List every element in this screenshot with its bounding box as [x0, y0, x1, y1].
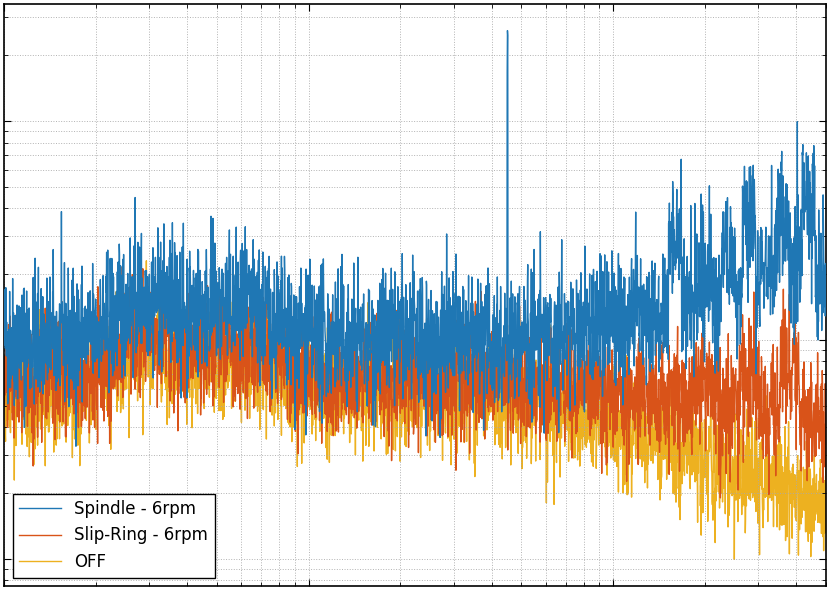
- OFF: [142, 318, 152, 325]
- Slip-Ring - 6rpm: [350, 357, 360, 364]
- Slip-Ring - 6rpm: [315, 417, 325, 424]
- OFF: [716, 440, 726, 447]
- OFF: [730, 556, 740, 563]
- OFF: [350, 402, 360, 409]
- Spindle - 6rpm: [821, 276, 830, 283]
- OFF: [315, 350, 325, 358]
- Legend: Spindle - 6rpm, Slip-Ring - 6rpm, OFF: Spindle - 6rpm, Slip-Ring - 6rpm, OFF: [12, 493, 215, 578]
- Line: Spindle - 6rpm: Spindle - 6rpm: [4, 31, 826, 446]
- Spindle - 6rpm: [93, 343, 103, 350]
- OFF: [0, 410, 9, 417]
- Spindle - 6rpm: [717, 245, 727, 252]
- Spindle - 6rpm: [0, 320, 9, 327]
- Line: OFF: OFF: [4, 261, 826, 559]
- OFF: [821, 448, 830, 455]
- Spindle - 6rpm: [315, 408, 325, 415]
- Slip-Ring - 6rpm: [717, 401, 727, 408]
- Spindle - 6rpm: [502, 27, 512, 34]
- Slip-Ring - 6rpm: [117, 263, 127, 270]
- Spindle - 6rpm: [142, 274, 152, 281]
- Spindle - 6rpm: [805, 179, 815, 186]
- Spindle - 6rpm: [350, 342, 360, 349]
- Slip-Ring - 6rpm: [715, 494, 725, 501]
- OFF: [93, 348, 103, 355]
- Slip-Ring - 6rpm: [805, 395, 815, 402]
- Spindle - 6rpm: [71, 442, 81, 450]
- Slip-Ring - 6rpm: [93, 283, 103, 290]
- OFF: [141, 257, 151, 264]
- Slip-Ring - 6rpm: [0, 369, 9, 376]
- Line: Slip-Ring - 6rpm: Slip-Ring - 6rpm: [4, 267, 826, 498]
- Slip-Ring - 6rpm: [142, 342, 152, 349]
- OFF: [805, 466, 815, 473]
- Slip-Ring - 6rpm: [821, 440, 830, 447]
